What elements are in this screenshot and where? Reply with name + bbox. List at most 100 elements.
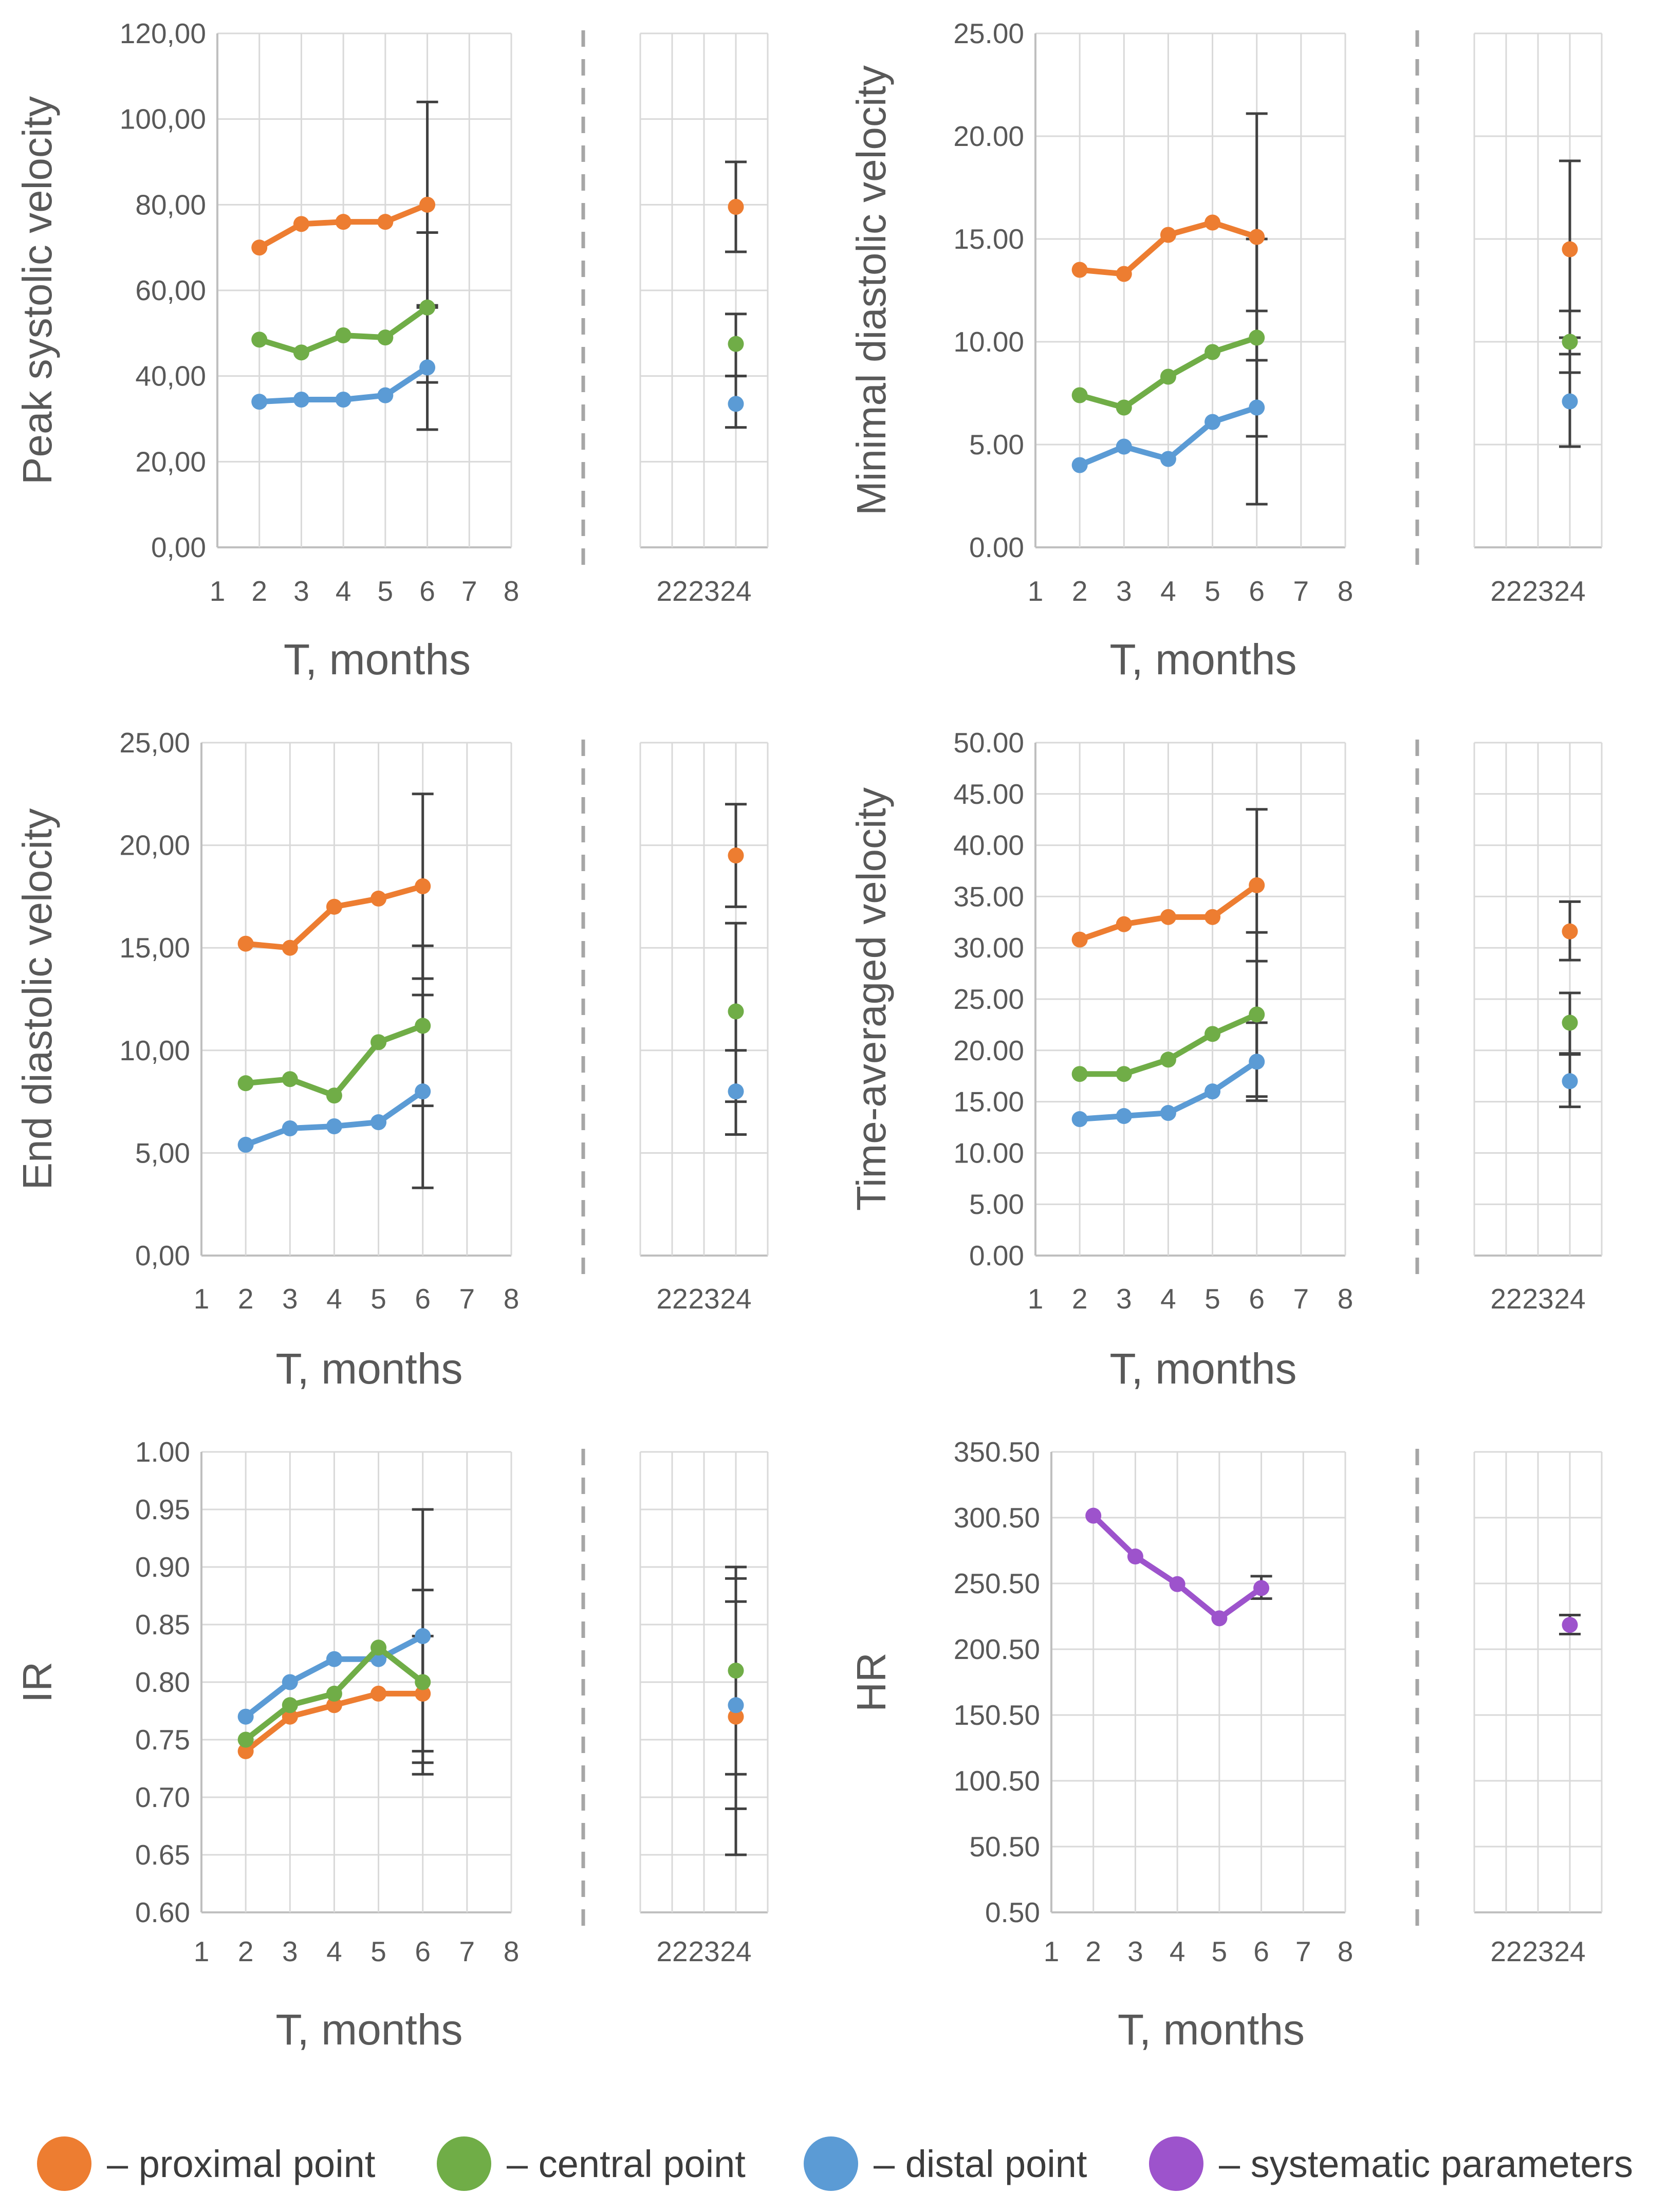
data-point (1116, 1108, 1132, 1125)
y-axis-title: IR (14, 1662, 60, 1703)
data-point (415, 878, 431, 894)
x-tick-label: 1 (194, 1283, 210, 1315)
x-tick-label: 3 (1127, 1935, 1143, 1967)
x-tick-labels: 1 2 3 4 5 6 7 8 22 23 24 (194, 1935, 752, 1967)
series-proximal-point (237, 847, 744, 956)
series-proximal-point (237, 1685, 744, 1759)
x-tick-label: 1 (1028, 1283, 1044, 1315)
data-point (1071, 387, 1088, 403)
y-tick-label: 0.00 (969, 531, 1024, 563)
data-point (1071, 457, 1088, 473)
series-central-point (1071, 329, 1578, 416)
y-tick-label: 0.75 (135, 1724, 190, 1756)
data-point (419, 299, 436, 316)
legend-label-distal: – distal point (874, 2142, 1087, 2185)
y-tick-label: 50.00 (953, 727, 1024, 759)
x-tick-label: 2 (1085, 1935, 1101, 1967)
data-point (335, 214, 351, 230)
x-axis-title: T, months (284, 635, 471, 684)
series-systematic-parameters (1085, 1507, 1578, 1633)
x-tick-labels: 1 2 3 4 5 6 7 8 22 23 24 (210, 575, 752, 607)
x-tick-label: 5 (1204, 575, 1220, 607)
y-tick-label: 350.50 (954, 1436, 1040, 1468)
x-tick-label: 22 (1490, 575, 1522, 607)
legend-item-systematic: – systematic parameters (1149, 2128, 1633, 2200)
data-point (1562, 923, 1578, 939)
data-point (728, 1697, 744, 1713)
data-point (1071, 1111, 1088, 1128)
y-tick-label: 100.50 (954, 1765, 1040, 1797)
x-tick-label: 24 (1554, 1935, 1585, 1967)
data-point (1071, 1066, 1088, 1082)
x-tick-label: 24 (720, 1935, 751, 1967)
error-bars (412, 792, 747, 1189)
data-point (1204, 1083, 1221, 1100)
x-tick-label: 3 (1116, 575, 1132, 607)
x-tick-label: 24 (1554, 1283, 1585, 1315)
y-tick-label: 0.70 (135, 1781, 190, 1813)
data-point (1160, 451, 1176, 467)
x-axis-title: T, months (1118, 2005, 1305, 2054)
data-point (1204, 1026, 1221, 1042)
series-distal-point (237, 1628, 744, 1725)
y-tick-label: 80,00 (135, 189, 206, 220)
data-point (1160, 1105, 1176, 1121)
x-tick-label: 7 (459, 1935, 475, 1967)
x-tick-label: 22 (656, 1935, 688, 1967)
y-tick-label: 15,00 (119, 932, 190, 964)
y-tick-label: 0.85 (135, 1609, 190, 1640)
data-point (293, 344, 309, 361)
x-tick-label: 5 (1212, 1935, 1228, 1967)
y-tick-label: 20.00 (953, 120, 1024, 152)
y-tick-label: 60,00 (135, 274, 206, 306)
x-tick-label: 8 (1338, 1283, 1354, 1315)
data-point (237, 935, 254, 952)
legend-item-distal: – distal point (804, 2128, 1087, 2200)
data-point (282, 1697, 298, 1713)
legend-item-proximal: – proximal point (37, 2128, 375, 2200)
data-point (1085, 1507, 1102, 1524)
gridlines (200, 742, 769, 1257)
data-point (1249, 1006, 1265, 1023)
data-point (1562, 393, 1578, 410)
data-point (237, 1075, 254, 1092)
x-tick-label: 24 (1554, 575, 1585, 607)
x-tick-label: 6 (1249, 575, 1265, 607)
data-point (1253, 1580, 1270, 1596)
data-point (251, 331, 268, 348)
x-tick-label: 1 (194, 1935, 210, 1967)
data-point (1249, 877, 1265, 893)
x-tick-label: 6 (1253, 1935, 1269, 1967)
y-tick-label: 0.60 (135, 1896, 190, 1928)
data-point (1562, 334, 1578, 350)
data-point (282, 1120, 298, 1136)
y-axis-title: Time-averaged velocity (848, 787, 894, 1211)
legend: – proximal point – central point – dista… (0, 2128, 1668, 2200)
x-tick-label: 2 (238, 1283, 254, 1315)
x-tick-label: 7 (1295, 1935, 1311, 1967)
data-point (1249, 399, 1265, 416)
data-point (728, 396, 744, 412)
gridlines (216, 32, 769, 548)
y-tick-label: 300.50 (954, 1502, 1040, 1534)
data-point (282, 1674, 298, 1690)
data-point (415, 1628, 431, 1644)
y-axis-title: HR (848, 1652, 894, 1712)
gridlines (1034, 742, 1603, 1257)
x-tick-label: 3 (1116, 1283, 1132, 1315)
x-tick-labels: 1 2 3 4 5 6 7 8 22 23 24 (1028, 575, 1586, 607)
data-point (326, 1685, 342, 1702)
y-tick-label: 10.00 (953, 326, 1024, 358)
data-point (415, 1685, 431, 1702)
x-tick-label: 7 (461, 575, 477, 607)
data-point (1562, 241, 1578, 257)
data-point (237, 1743, 254, 1759)
series-proximal-point (1071, 877, 1578, 948)
data-point (370, 1685, 387, 1702)
x-tick-label: 6 (1249, 1283, 1265, 1315)
y-tick-labels: 0,00 5,00 10,00 15,00 20,00 25,00 (119, 727, 190, 1271)
y-tick-label: 150.50 (954, 1699, 1040, 1731)
